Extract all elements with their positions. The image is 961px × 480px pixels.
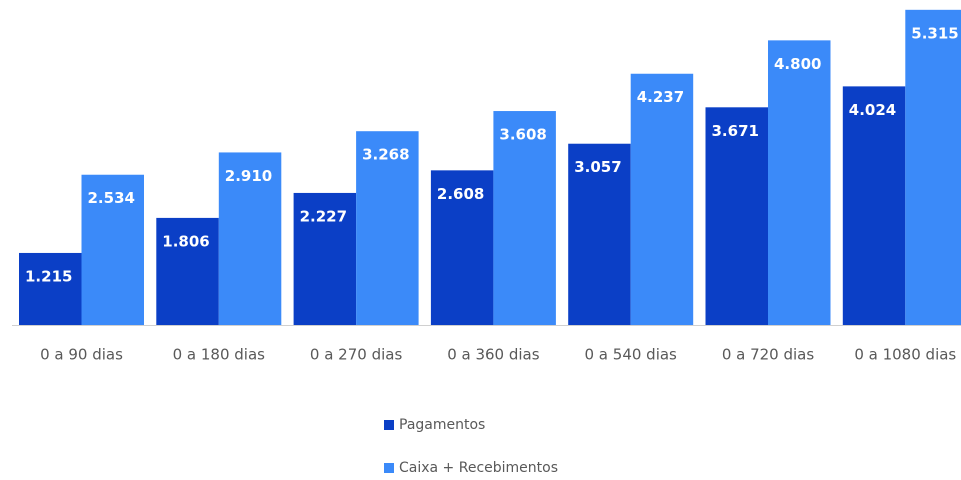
bar	[293, 192, 357, 325]
bar	[705, 107, 768, 326]
x-tick-label: 0 a 720 dias	[722, 346, 815, 364]
bar	[218, 152, 282, 325]
bar	[19, 252, 82, 325]
legend-swatch	[384, 420, 394, 430]
bar	[630, 73, 694, 325]
value-label: 2.910	[225, 167, 272, 185]
bar	[81, 174, 144, 325]
x-tick-label: 0 a 180 dias	[173, 346, 266, 364]
legend-label: Pagamentos	[399, 417, 485, 433]
bar	[493, 111, 556, 326]
value-label: 3.671	[712, 122, 759, 140]
value-label: 5.315	[911, 24, 958, 42]
value-label: 1.215	[25, 267, 72, 285]
value-label: 3.057	[574, 158, 621, 176]
x-tick-label: 0 a 540 dias	[585, 346, 678, 364]
value-label: 1.806	[162, 232, 209, 250]
bar	[768, 40, 831, 326]
value-label: 3.608	[499, 126, 546, 144]
x-tick-label: 0 a 90 dias	[40, 346, 123, 364]
legend-label: Caixa + Recebimentos	[399, 460, 558, 476]
x-tick-label: 0 a 1080 dias	[854, 346, 956, 364]
bar	[430, 170, 494, 325]
value-label: 3.268	[362, 146, 409, 164]
value-label: 2.227	[300, 207, 347, 225]
value-label: 2.608	[437, 185, 484, 203]
bar	[156, 217, 219, 325]
bar	[842, 86, 906, 325]
bar	[356, 131, 419, 325]
x-tick-label: 0 a 360 dias	[447, 346, 540, 364]
value-label: 4.237	[637, 88, 684, 106]
legend-swatch	[384, 463, 394, 473]
bar	[568, 143, 631, 325]
bar	[905, 9, 961, 326]
x-tick-label: 0 a 270 dias	[310, 346, 403, 364]
value-label: 4.024	[849, 101, 896, 119]
value-label: 4.800	[774, 55, 821, 73]
value-label: 2.534	[88, 189, 135, 207]
